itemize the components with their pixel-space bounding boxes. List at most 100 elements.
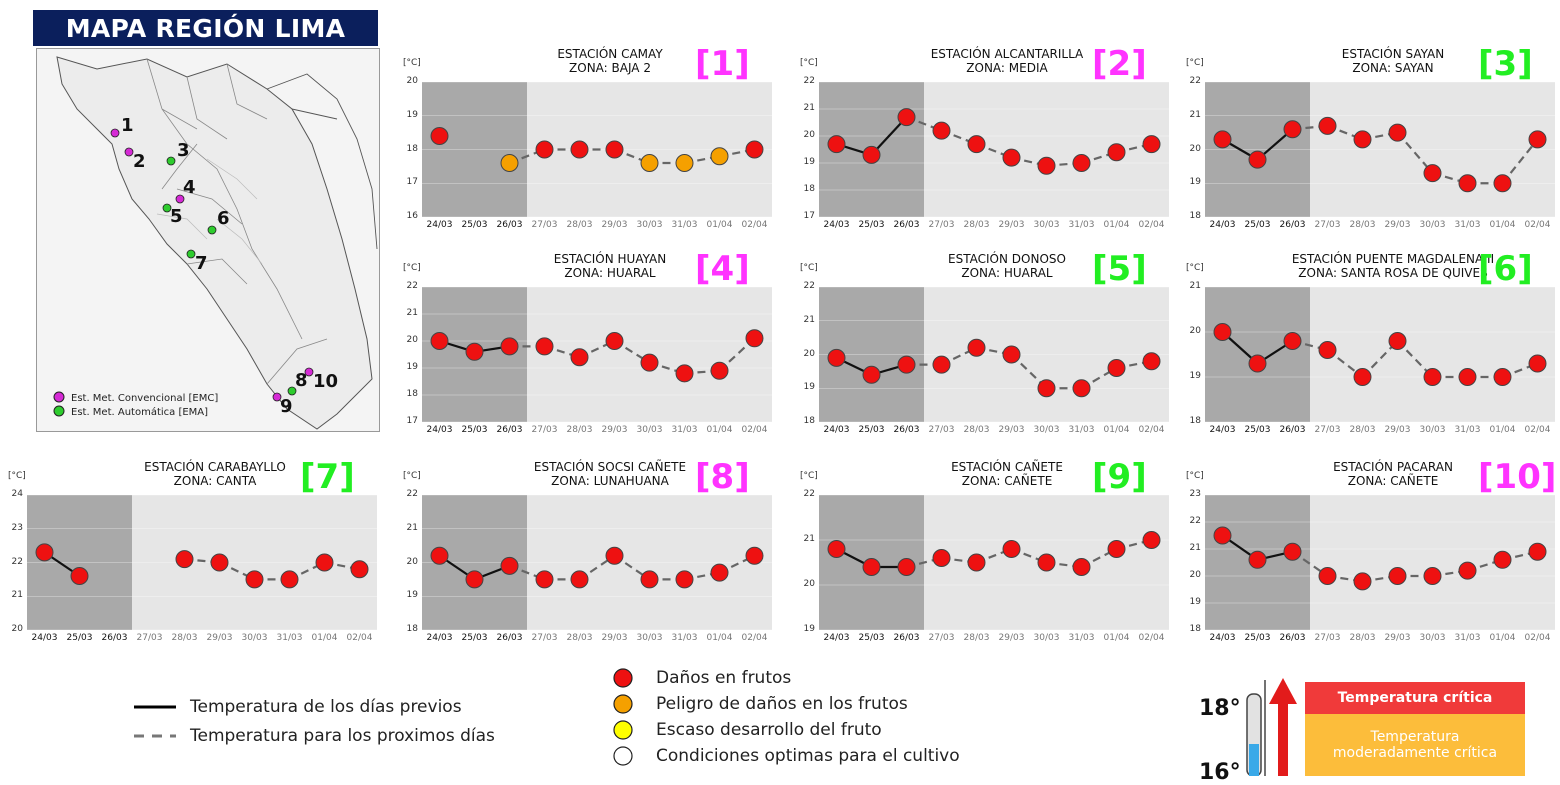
data-point-damage [1528, 130, 1547, 149]
map-station-dot-5 [162, 203, 172, 213]
map-legend: Est. Met. Convencional [EMC] Est. Met. A… [53, 391, 218, 418]
data-point-damage [465, 342, 484, 361]
data-point-damage [640, 570, 659, 589]
x-tick-label: 28/03 [1349, 425, 1376, 435]
legend-dashed-row: Temperatura para los proximos días [132, 726, 495, 746]
data-point-damage [605, 546, 624, 565]
data-point-damage [675, 570, 694, 589]
data-point-damage [1002, 345, 1021, 364]
data-point-damage [932, 355, 951, 374]
data-point-risk [640, 154, 659, 172]
y-tick-label: 18 [406, 389, 418, 399]
x-tick-label: 01/04 [706, 425, 733, 435]
marker-legend-row-optimal: Condiciones optimas para el cultivo [612, 745, 960, 767]
y-tick-label: 21 [406, 308, 418, 318]
x-tick-label: 01/04 [706, 220, 733, 230]
data-point-risk [675, 154, 694, 172]
x-tick-label: 26/03 [496, 425, 523, 435]
y-tick-label: 20 [406, 76, 418, 86]
data-point-damage [535, 140, 554, 159]
y-tick-label: 21 [803, 103, 815, 113]
x-tick-label: 02/04 [1138, 220, 1165, 230]
x-tick-label: 26/03 [893, 633, 920, 643]
scale-tick-18: 18° [1199, 696, 1241, 721]
x-tick-label: 25/03 [1244, 425, 1271, 435]
data-point-damage [1528, 354, 1547, 373]
map-station-label-1: 1 [121, 115, 134, 136]
marker-legend-row-damage: Daños en frutos [612, 667, 791, 689]
chart-title-5: ESTACIÓN DONOSO [948, 252, 1066, 266]
x-tick-label: 26/03 [1279, 633, 1306, 643]
chart-zone-6: ZONA: SANTA ROSA DE QUIVES [1298, 266, 1488, 280]
data-point-damage [1423, 567, 1442, 585]
x-tick-label: 02/04 [741, 425, 768, 435]
x-tick-label: 25/03 [461, 220, 488, 230]
x-tick-label: 31/03 [671, 220, 698, 230]
y-tick-label: 18 [406, 624, 418, 634]
y-tick-label: 22 [803, 281, 815, 291]
y-tick-label: 21 [1189, 281, 1201, 291]
x-tick-label: 02/04 [741, 633, 768, 643]
chart-zone-3: ZONA: SAYAN [1352, 61, 1434, 75]
y-tick-label: 21 [11, 590, 23, 601]
dashed-line-icon [134, 734, 176, 738]
scale-tick-16: 16° [1199, 760, 1241, 785]
data-point-damage [1142, 135, 1161, 154]
data-point-damage [1248, 150, 1267, 169]
x-tick-label: 01/04 [706, 633, 733, 643]
marker-legend-label: Peligro de daños en los frutos [656, 694, 908, 714]
x-tick-label: 28/03 [963, 220, 990, 230]
y-tick-label: 21 [406, 522, 418, 533]
legend-solid-row: Temperatura de los días previos [132, 697, 462, 717]
chart-plot-5 [819, 286, 1169, 423]
x-tick-label: 01/04 [1489, 220, 1516, 230]
x-tick-label: 28/03 [963, 425, 990, 435]
y-tick-label: 19 [1189, 597, 1201, 607]
y-tick-label: 21 [1189, 543, 1201, 553]
x-tick-label: 31/03 [671, 425, 698, 435]
legend-emc-label: Est. Met. Convencional [EMC] [71, 393, 218, 404]
x-tick-label: 27/03 [531, 220, 558, 230]
chart-plot-3 [1205, 81, 1555, 218]
x-tick-label: 31/03 [671, 633, 698, 643]
data-point-damage [745, 140, 764, 159]
chart-plot-10 [1205, 494, 1555, 631]
chart-number-10: [10] [1478, 457, 1557, 497]
data-point-damage [827, 135, 846, 154]
data-point-damage [827, 540, 846, 558]
marker-icon-damage [613, 668, 633, 688]
x-tick-label: 31/03 [1068, 425, 1095, 435]
map-station-dot-10 [272, 392, 282, 402]
marker-icon-optimal [613, 746, 633, 766]
map-station-label-10: 10 [313, 371, 338, 392]
data-point-damage [1283, 542, 1302, 561]
data-point-damage [897, 355, 916, 374]
data-point-damage [70, 567, 89, 585]
data-point-damage [1213, 130, 1232, 149]
x-tick-label: 30/03 [1419, 425, 1446, 435]
data-point-damage [1458, 174, 1477, 193]
chart-zone-5: ZONA: HUARAL [961, 266, 1053, 280]
y-tick-label: 22 [1189, 76, 1201, 86]
y-tick-label: 22 [406, 489, 418, 499]
x-tick-label: 27/03 [531, 633, 558, 643]
marker-circle [613, 720, 633, 740]
y-tick-label: 20 [803, 348, 815, 359]
data-point-damage [500, 337, 519, 356]
data-point-damage [862, 145, 881, 164]
chart-unit-5: [°C] [800, 263, 818, 273]
map-station-label-3: 3 [177, 140, 190, 161]
chart-plot-8 [422, 494, 772, 631]
chart-zone-4: ZONA: HUARAL [564, 266, 656, 280]
data-point-damage [897, 558, 916, 576]
chart-title-4: ESTACIÓN HUAYAN [553, 252, 667, 266]
data-point-damage [1318, 341, 1337, 359]
x-tick-label: 28/03 [566, 425, 593, 435]
chart-plot-2 [819, 81, 1169, 218]
data-point-damage [1388, 123, 1407, 142]
chart-zone-9: ZONA: CAÑETE [961, 474, 1053, 488]
chart-number-7: [7] [300, 457, 355, 497]
data-point-damage [1142, 531, 1161, 549]
data-point-damage [640, 353, 659, 372]
y-tick-label: 20 [803, 579, 815, 589]
